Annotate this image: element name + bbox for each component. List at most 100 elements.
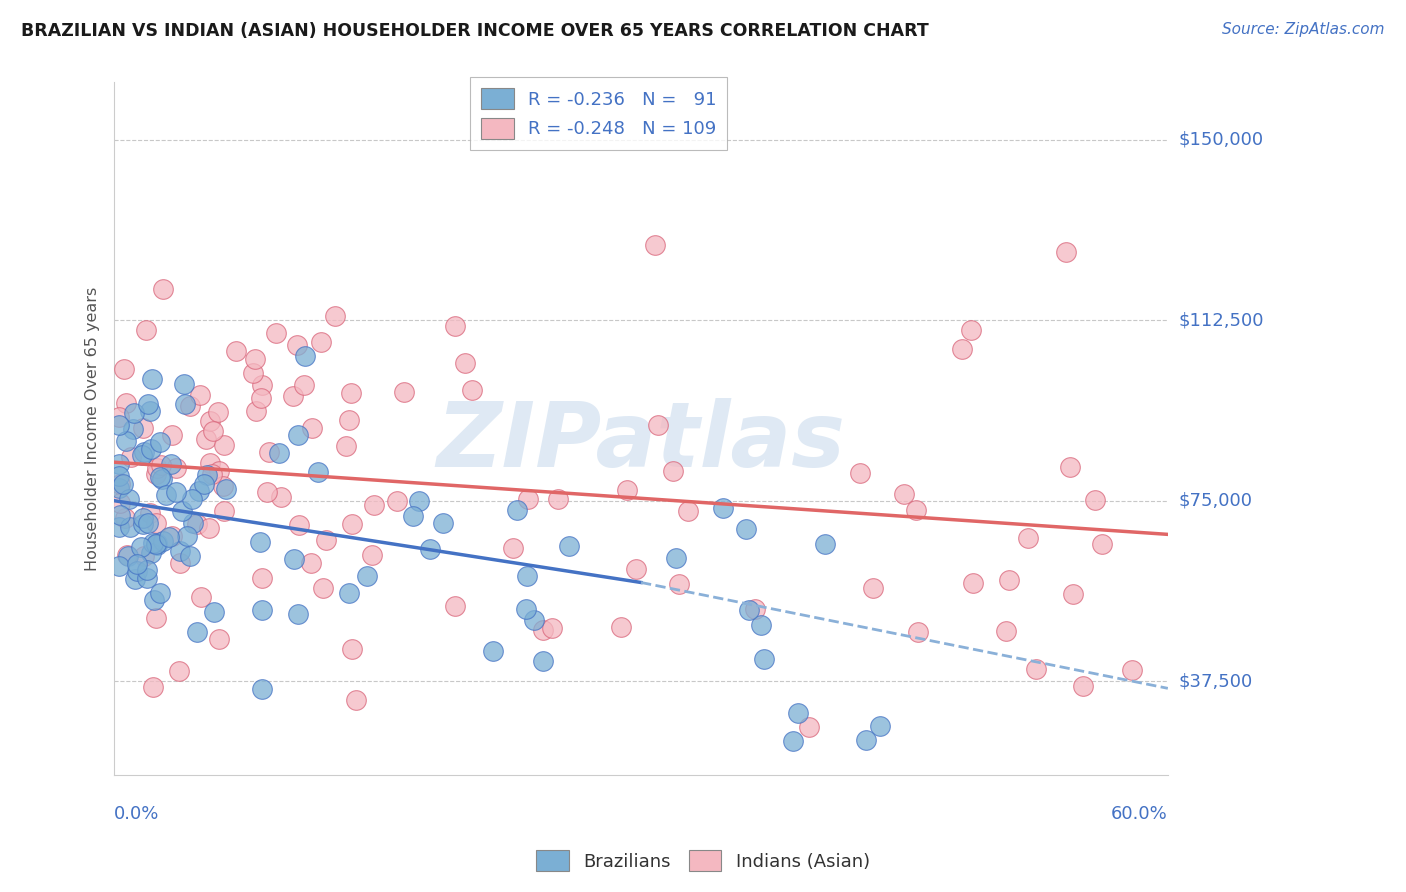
Point (287, 607, 309, 621)
Point (531, 654, 554, 668)
Point (392, 385, 415, 400)
Point (616, 483, 638, 498)
Point (200, 414, 222, 428)
Point (160, 529, 183, 543)
Point (502, 541, 524, 556)
Point (360, 549, 382, 563)
Point (145, 611, 167, 625)
Point (179, 549, 201, 563)
Point (139, 506, 162, 520)
Point (523, 613, 546, 627)
Point (735, 522, 758, 536)
Text: Source: ZipAtlas.com: Source: ZipAtlas.com (1222, 22, 1385, 37)
Point (135, 323, 157, 337)
Point (136, 397, 159, 411)
Point (167, 664, 190, 678)
Point (995, 624, 1018, 639)
Point (904, 503, 927, 517)
Point (335, 439, 357, 453)
Point (250, 391, 273, 405)
Point (482, 644, 505, 658)
Point (131, 511, 153, 525)
Text: $112,500: $112,500 (1180, 311, 1264, 329)
Point (363, 498, 385, 512)
Point (150, 458, 173, 472)
Point (270, 490, 292, 504)
Point (197, 521, 219, 535)
Point (294, 350, 316, 364)
Point (202, 606, 225, 620)
Point (249, 534, 271, 549)
Point (744, 601, 766, 615)
Text: BRAZILIAN VS INDIAN (ASIAN) HOUSEHOLDER INCOME OVER 65 YEARS CORRELATION CHART: BRAZILIAN VS INDIAN (ASIAN) HOUSEHOLDER … (21, 22, 929, 40)
Point (337, 413, 360, 427)
Point (266, 326, 288, 340)
Text: 60.0%: 60.0% (1111, 805, 1168, 823)
Text: $150,000: $150,000 (1180, 131, 1264, 149)
Point (108, 410, 131, 425)
Point (531, 624, 554, 638)
Point (108, 457, 131, 471)
Point (337, 586, 360, 600)
Point (1059, 460, 1081, 475)
Point (516, 569, 538, 583)
Point (152, 533, 174, 548)
Point (340, 641, 363, 656)
Point (176, 529, 198, 543)
Point (201, 467, 224, 482)
Point (849, 466, 872, 480)
Point (142, 535, 165, 549)
Point (344, 693, 367, 707)
Point (152, 282, 174, 296)
Point (124, 572, 146, 586)
Point (558, 539, 581, 553)
Point (165, 461, 187, 475)
Point (787, 706, 810, 720)
Point (141, 546, 163, 560)
Point (1071, 680, 1094, 694)
Point (181, 491, 204, 506)
Point (311, 581, 333, 595)
Point (157, 531, 180, 545)
Point (814, 537, 837, 551)
Point (998, 573, 1021, 587)
Point (311, 335, 333, 350)
Point (1084, 492, 1107, 507)
Point (214, 438, 236, 452)
Text: $37,500: $37,500 (1180, 672, 1253, 690)
Point (315, 533, 337, 547)
Point (267, 446, 290, 460)
Point (202, 425, 225, 439)
Point (155, 488, 177, 502)
Point (129, 540, 152, 554)
Point (198, 456, 221, 470)
Point (165, 485, 187, 500)
Point (149, 435, 172, 450)
Point (250, 681, 273, 696)
Point (122, 406, 145, 420)
Legend: R = -0.236   N =   91, R = -0.248   N = 109: R = -0.236 N = 91, R = -0.248 N = 109 (471, 78, 727, 150)
Point (115, 434, 138, 448)
Point (146, 538, 169, 552)
Point (114, 510, 136, 524)
Point (108, 418, 131, 433)
Y-axis label: Householder Income Over 65 years: Householder Income Over 65 years (86, 286, 100, 571)
Point (132, 516, 155, 531)
Point (186, 517, 208, 532)
Point (115, 395, 138, 409)
Point (609, 619, 631, 633)
Point (120, 450, 142, 465)
Point (108, 481, 131, 495)
Point (443, 599, 465, 613)
Point (245, 403, 267, 417)
Point (907, 625, 929, 640)
Point (301, 420, 323, 434)
Point (285, 338, 308, 352)
Point (195, 468, 218, 483)
Point (212, 479, 235, 493)
Point (149, 586, 172, 600)
Point (299, 556, 322, 570)
Point (108, 508, 131, 523)
Point (118, 492, 141, 507)
Point (281, 389, 304, 403)
